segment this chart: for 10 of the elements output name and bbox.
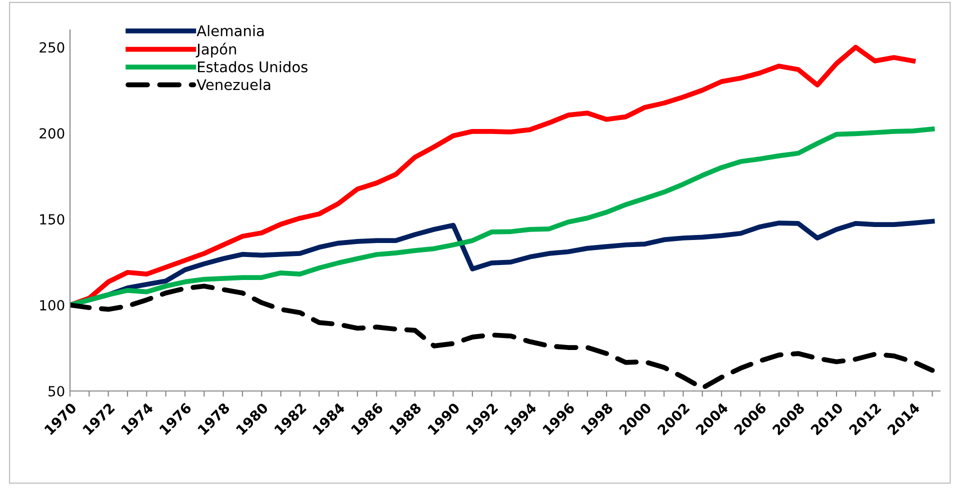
- y-tick-label: 150: [40, 214, 64, 225]
- y-tick-label: 250: [40, 42, 64, 53]
- y-tick-label: 100: [40, 300, 64, 311]
- y-tick-label: 200: [40, 128, 64, 139]
- y-tick-label: 50: [48, 386, 64, 396]
- legend-label: Japón: [196, 42, 236, 58]
- legend-label: Alemania: [196, 25, 264, 36]
- legend-label: Estados Unidos: [198, 61, 308, 72]
- line-series: [70, 284, 935, 391]
- legend-label: Venezuela: [196, 78, 270, 90]
